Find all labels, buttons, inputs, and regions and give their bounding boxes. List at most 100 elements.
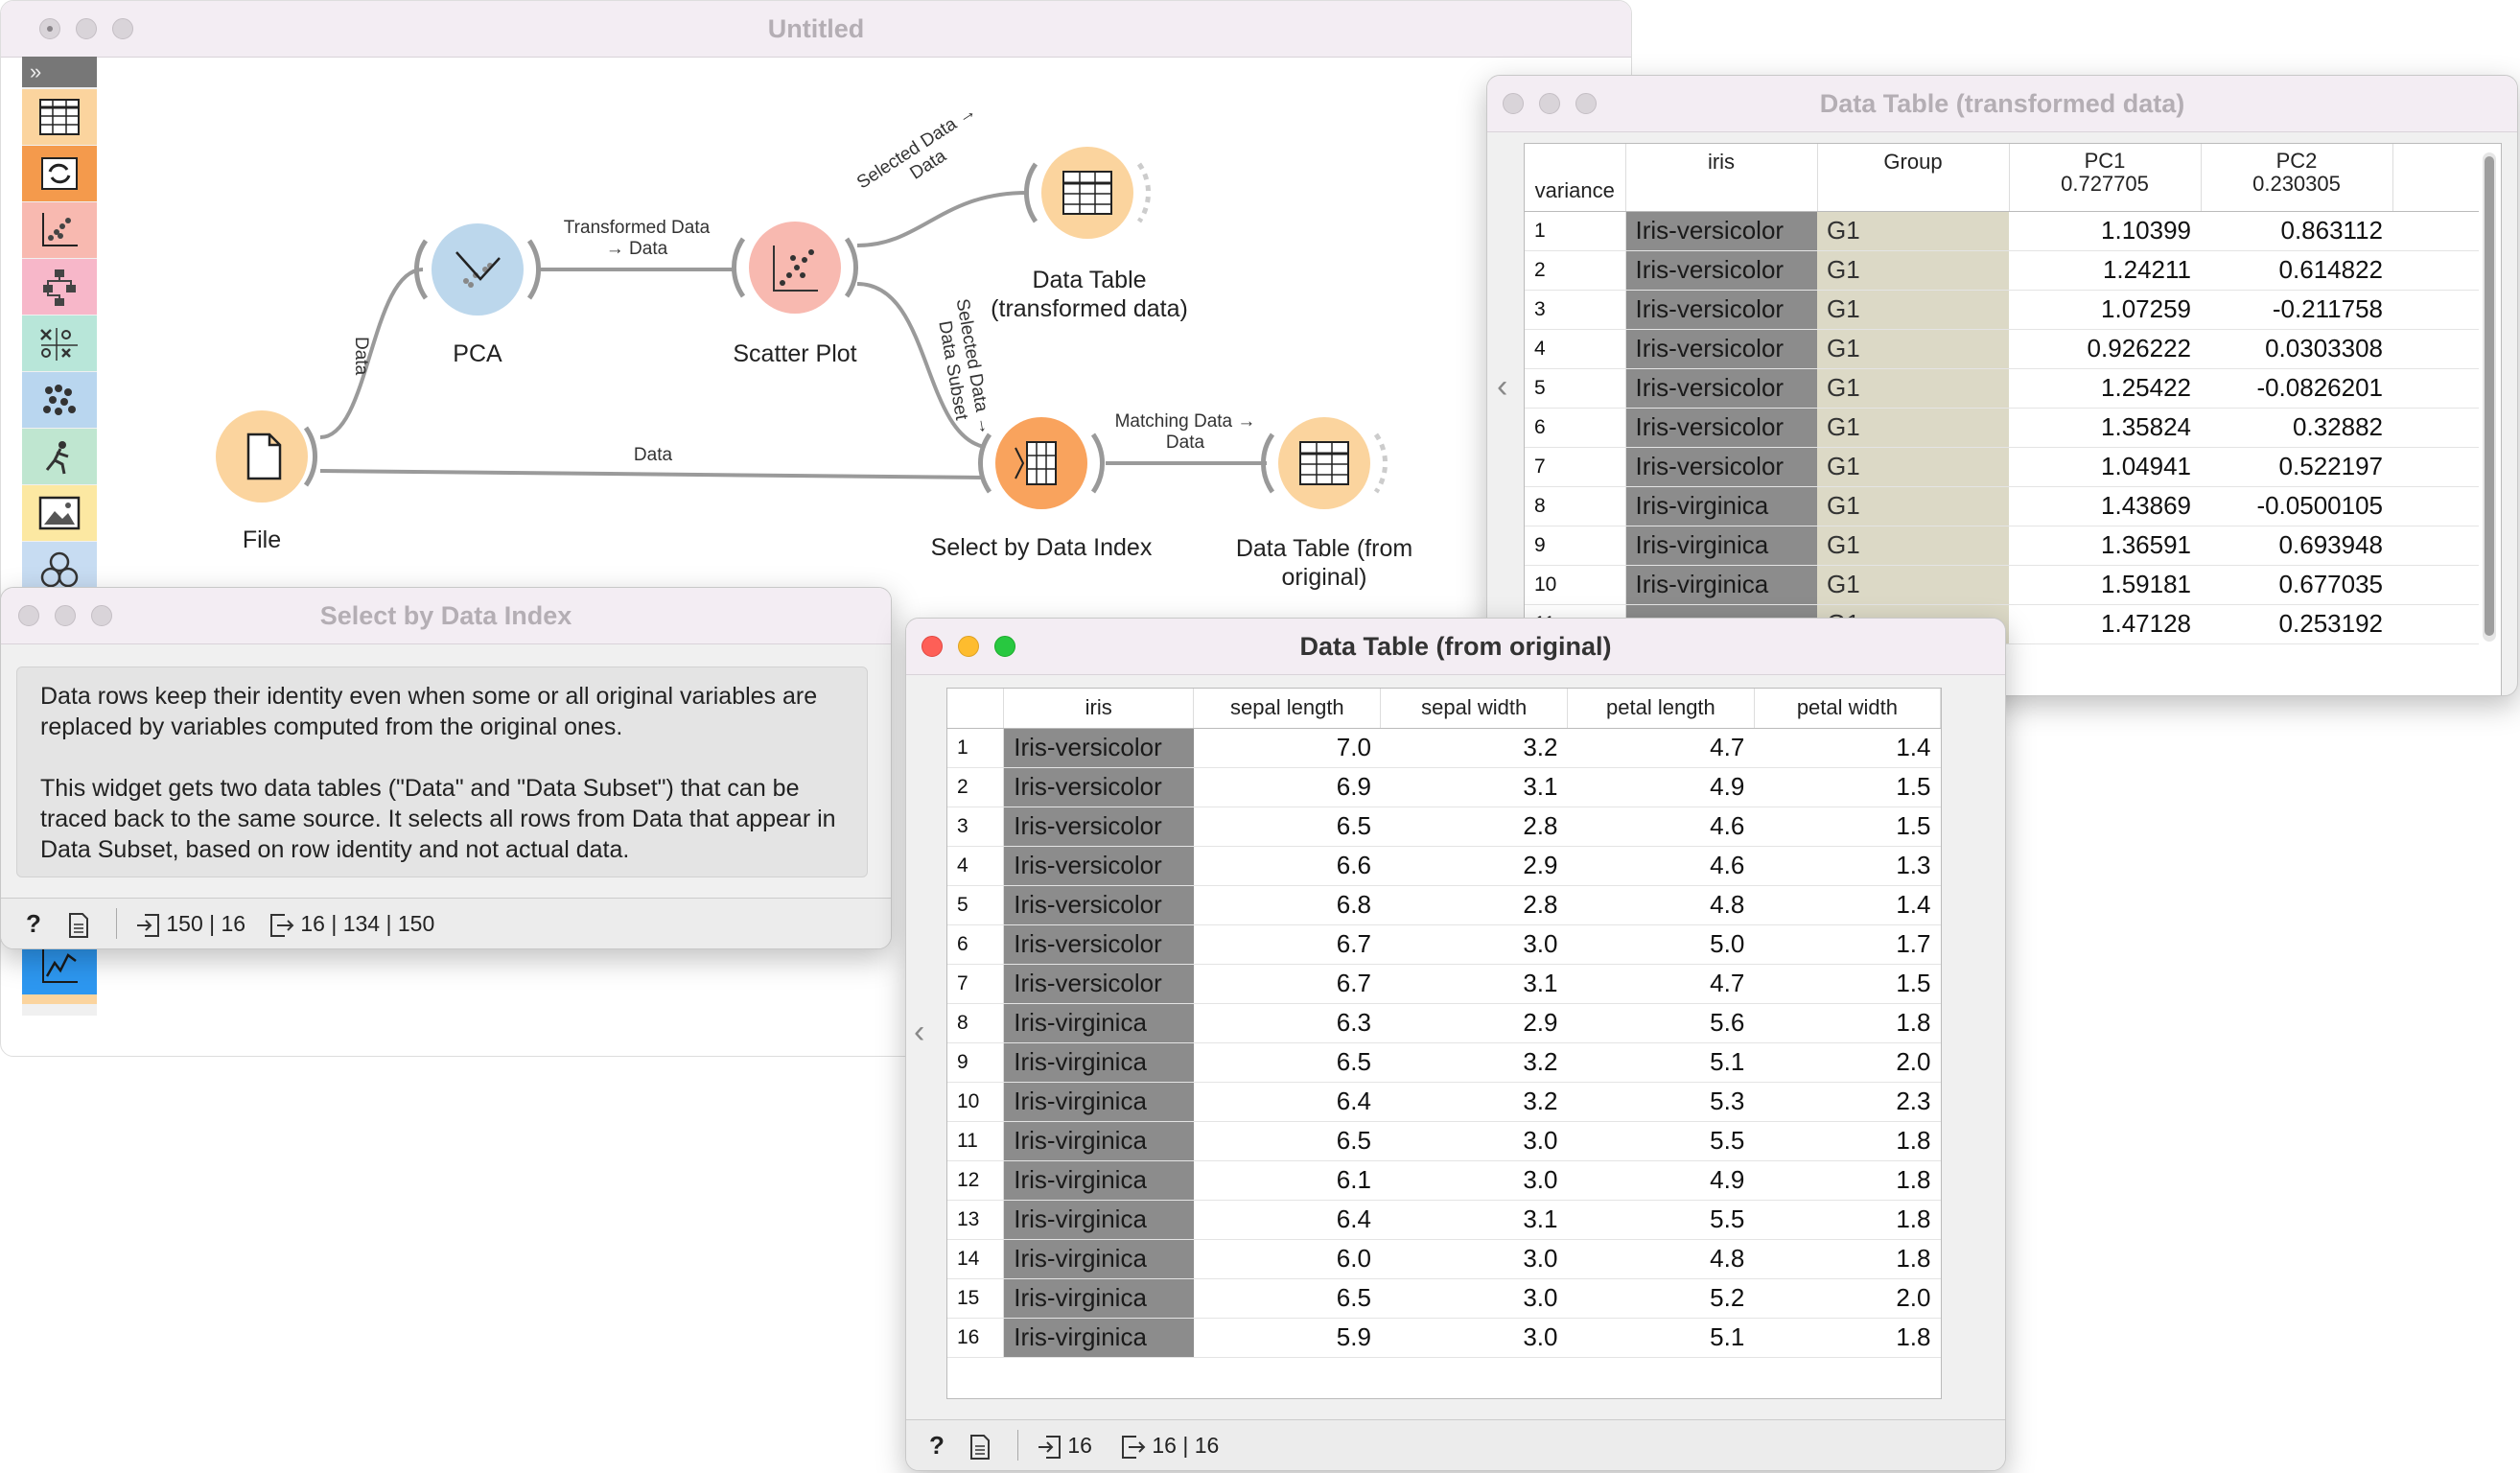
- zoom-button[interactable]: [1575, 93, 1597, 114]
- table-cell[interactable]: 6.7: [1193, 964, 1381, 1004]
- table-cell[interactable]: 2.8: [1380, 885, 1568, 925]
- table-cell[interactable]: 6.5: [1193, 1278, 1381, 1319]
- table-cell[interactable]: Iris-versicolor: [1003, 885, 1194, 925]
- table-cell[interactable]: Iris-versicolor: [1003, 964, 1194, 1004]
- row-number[interactable]: 8: [947, 1003, 1005, 1043]
- table-cell[interactable]: 5.0: [1567, 924, 1755, 965]
- table-cell[interactable]: 5.6: [1567, 1003, 1755, 1043]
- row-number[interactable]: 1: [1525, 211, 1626, 251]
- table-cell[interactable]: 3.0: [1380, 924, 1568, 965]
- table-cell[interactable]: Iris-virginica: [1003, 1239, 1194, 1279]
- table-cell[interactable]: G1: [1817, 329, 2009, 369]
- row-number[interactable]: 5: [947, 885, 1005, 925]
- table-cell[interactable]: 6.6: [1193, 846, 1381, 886]
- table-cell[interactable]: -0.211758: [2201, 290, 2392, 330]
- minimize-button[interactable]: [55, 605, 76, 626]
- input-summary[interactable]: 16: [1037, 1420, 1092, 1470]
- table-cell[interactable]: G1: [1817, 447, 2009, 487]
- table-cell[interactable]: Iris-virginica: [1003, 1200, 1194, 1240]
- table-cell[interactable]: 2.9: [1380, 846, 1568, 886]
- row-number[interactable]: 10: [1525, 565, 1626, 605]
- table-cell[interactable]: Iris-virginica: [1003, 1082, 1194, 1122]
- minimize-button[interactable]: [1539, 93, 1560, 114]
- table-cell[interactable]: 5.1: [1567, 1042, 1755, 1083]
- table-cell[interactable]: 6.4: [1193, 1200, 1381, 1240]
- table-cell[interactable]: G1: [1817, 526, 2009, 566]
- table-cell[interactable]: 2.9: [1380, 1003, 1568, 1043]
- table-cell[interactable]: 1.5: [1754, 767, 1941, 807]
- table-cell[interactable]: 1.8: [1754, 1121, 1941, 1161]
- table-cell[interactable]: Iris-versicolor: [1625, 250, 1817, 291]
- row-number[interactable]: 10: [947, 1082, 1005, 1122]
- table-cell[interactable]: 1.25422: [2009, 368, 2201, 409]
- table-cell[interactable]: 5.1: [1567, 1318, 1755, 1358]
- output-summary[interactable]: 16 | 134 | 150: [269, 899, 434, 948]
- table-cell[interactable]: 1.04941: [2009, 447, 2201, 487]
- row-number[interactable]: 6: [1525, 408, 1626, 448]
- table-cell[interactable]: 1.4: [1754, 728, 1941, 768]
- table-row[interactable]: 3 Iris-versicolor G1 1.07259 -0.211758: [1525, 290, 2479, 330]
- table-cell[interactable]: 1.24211: [2009, 250, 2201, 291]
- table-cell[interactable]: 1.8: [1754, 1200, 1941, 1240]
- table-cell[interactable]: -0.0500105: [2201, 486, 2392, 526]
- row-number[interactable]: 6: [947, 924, 1005, 965]
- data-table-tool-icon[interactable]: [22, 89, 97, 145]
- row-number[interactable]: 4: [1525, 329, 1626, 369]
- table-cell[interactable]: 6.8: [1193, 885, 1381, 925]
- table-cell[interactable]: 7.0: [1193, 728, 1381, 768]
- table-row[interactable]: 9 Iris-virginica G1 1.36591 0.693948: [1525, 526, 2479, 566]
- table-cell[interactable]: G1: [1817, 368, 2009, 409]
- collapse-toolbox-icon[interactable]: »: [22, 57, 97, 87]
- zoom-button[interactable]: [112, 18, 133, 39]
- table-cell[interactable]: Iris-virginica: [1003, 1042, 1194, 1083]
- table-cell[interactable]: 6.5: [1193, 807, 1381, 847]
- table-cell[interactable]: 3.0: [1380, 1318, 1568, 1358]
- row-number[interactable]: 14: [947, 1239, 1005, 1279]
- table-cell[interactable]: G1: [1817, 408, 2009, 448]
- report-icon[interactable]: [969, 1420, 991, 1470]
- close-button[interactable]: [1503, 93, 1524, 114]
- table-cell[interactable]: G1: [1817, 211, 2009, 251]
- table-cell[interactable]: 6.9: [1193, 767, 1381, 807]
- table-row[interactable]: 8 Iris-virginica 6.3 2.9 5.6 1.8: [947, 1003, 1941, 1043]
- row-number[interactable]: 3: [1525, 290, 1626, 330]
- table-cell[interactable]: 1.36591: [2009, 526, 2201, 566]
- table-cell[interactable]: 2.0: [1754, 1278, 1941, 1319]
- table-cell[interactable]: 6.7: [1193, 924, 1381, 965]
- table-cell[interactable]: G1: [1817, 565, 2009, 605]
- row-number[interactable]: 16: [947, 1318, 1005, 1358]
- column-header[interactable]: sepal length: [1193, 689, 1382, 729]
- table-cell[interactable]: 4.6: [1567, 807, 1755, 847]
- table-cell[interactable]: 5.2: [1567, 1278, 1755, 1319]
- table-cell[interactable]: 3.1: [1380, 1200, 1568, 1240]
- table-cell[interactable]: 0.693948: [2201, 526, 2392, 566]
- table-cell[interactable]: 4.7: [1567, 728, 1755, 768]
- table-cell[interactable]: 6.5: [1193, 1042, 1381, 1083]
- close-button[interactable]: [39, 18, 60, 39]
- pca-node[interactable]: [414, 223, 541, 316]
- minimize-button[interactable]: [958, 636, 979, 657]
- table-cell[interactable]: Iris-versicolor: [1625, 290, 1817, 330]
- row-number[interactable]: 9: [947, 1042, 1005, 1083]
- table-row[interactable]: 4 Iris-versicolor 6.6 2.9 4.6 1.3: [947, 846, 1941, 886]
- table-cell[interactable]: 4.9: [1567, 1160, 1755, 1201]
- table-cell[interactable]: 1.8: [1754, 1003, 1941, 1043]
- row-number[interactable]: 7: [947, 964, 1005, 1004]
- row-number[interactable]: 3: [947, 807, 1005, 847]
- table-cell[interactable]: 0.0303308: [2201, 329, 2392, 369]
- table-cell[interactable]: 6.5: [1193, 1121, 1381, 1161]
- column-header[interactable]: PC2 0.230305: [2201, 144, 2393, 212]
- table-row[interactable]: 10 Iris-virginica 6.4 3.2 5.3 2.3: [947, 1082, 1941, 1122]
- table-cell[interactable]: Iris-versicolor: [1003, 767, 1194, 807]
- table-cell[interactable]: 3.2: [1380, 728, 1568, 768]
- table-cell[interactable]: 0.926222: [2009, 329, 2201, 369]
- row-number[interactable]: 8: [1525, 486, 1626, 526]
- row-number[interactable]: 11: [947, 1121, 1005, 1161]
- model-tool-icon[interactable]: [22, 259, 97, 315]
- row-number[interactable]: 15: [947, 1278, 1005, 1319]
- table-cell[interactable]: 6.3: [1193, 1003, 1381, 1043]
- table-cell[interactable]: 0.522197: [2201, 447, 2392, 487]
- table-row[interactable]: 2 Iris-versicolor 6.9 3.1 4.9 1.5: [947, 767, 1941, 807]
- data-table-transformed-node[interactable]: [1024, 147, 1151, 239]
- row-number[interactable]: 12: [947, 1160, 1005, 1201]
